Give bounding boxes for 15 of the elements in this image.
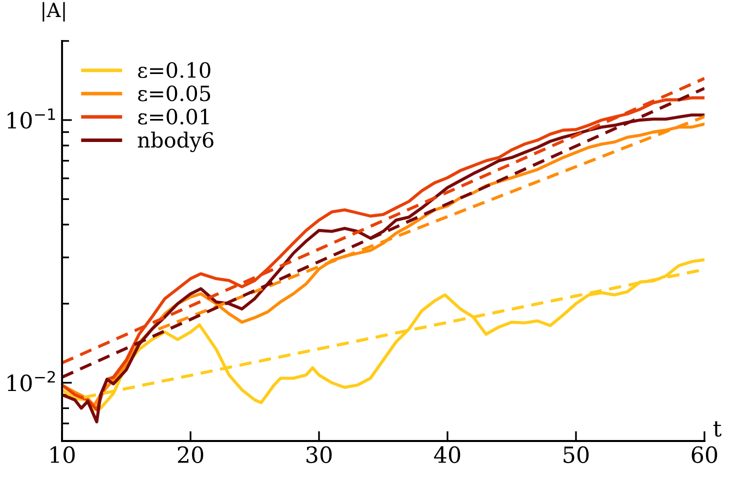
x-axis-title: t <box>713 421 722 437</box>
x-tick-label: 50 <box>564 446 589 464</box>
legend-label: ε=0.01 <box>138 108 209 125</box>
x-tick-label: 10 <box>50 446 75 464</box>
line-series <box>62 258 704 412</box>
legend-label: ε=0.10 <box>138 62 210 78</box>
x-tick-label: 40 <box>434 446 460 464</box>
legend-label: ε=0.05 <box>138 85 210 102</box>
y-axis-title: |A| <box>42 2 65 22</box>
x-tick-label: 60 <box>692 446 718 464</box>
y-tick-label: 10$^{−1}$ <box>8 108 55 129</box>
x-tick-label: 30 <box>306 446 332 464</box>
y-tick-label: 10$^{−2}$ <box>8 370 55 392</box>
x-tick-label: 20 <box>178 446 204 464</box>
legend-label: nbody6 <box>138 132 214 152</box>
